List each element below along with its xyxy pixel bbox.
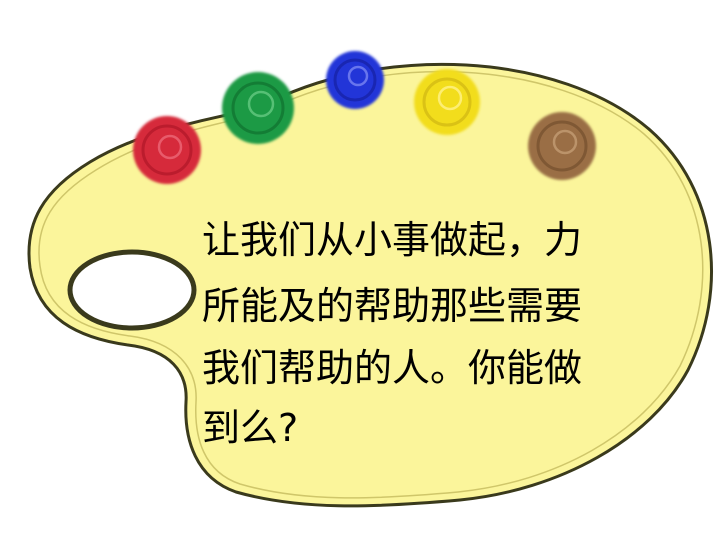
thumb-hole bbox=[67, 249, 197, 331]
message-line: 所能及的帮助那些需要 bbox=[202, 284, 583, 328]
palette-inner-edge bbox=[38, 70, 704, 499]
paint-blob-brown bbox=[528, 112, 596, 180]
message-line: 到么? bbox=[202, 406, 299, 450]
paint-blob-green bbox=[222, 72, 294, 144]
message-line: 我们帮助的人。你能做 bbox=[202, 346, 583, 390]
paint-blob-red bbox=[133, 116, 201, 184]
paint-blob-yellow bbox=[414, 69, 480, 135]
paint-blob-blue bbox=[326, 51, 384, 109]
palette-board bbox=[27, 62, 713, 508]
message-line: 让我们从小事做起，力 bbox=[202, 218, 583, 262]
